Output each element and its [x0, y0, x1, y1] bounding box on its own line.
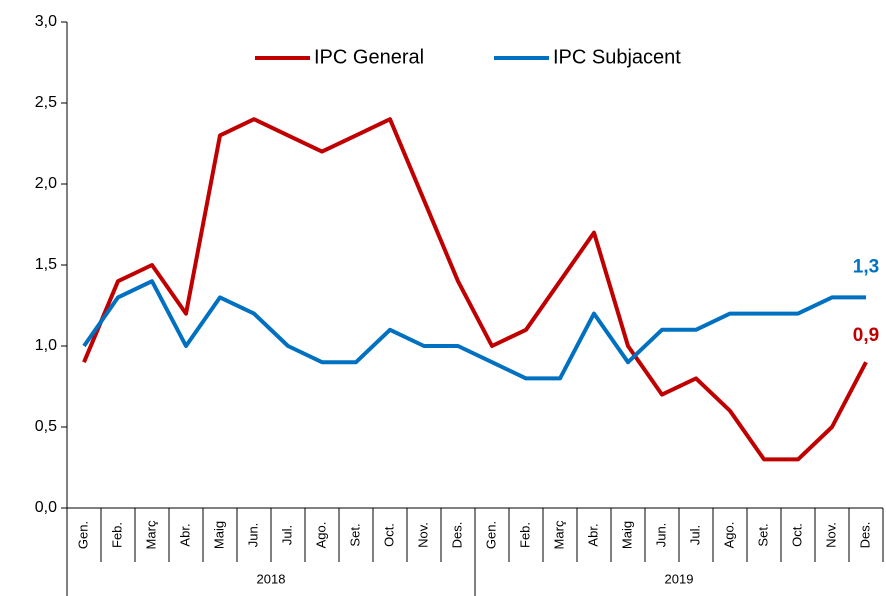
group-label: 2018	[257, 571, 286, 586]
x-tick-label: Jul.	[687, 525, 702, 545]
x-tick-label: Des.	[449, 522, 464, 549]
x-tick-label: Jun.	[245, 523, 260, 548]
y-tick-label: 3,0	[35, 13, 57, 30]
y-tick-label: 2,5	[35, 94, 57, 111]
x-tick-label: Ago.	[313, 522, 328, 549]
x-tick-label: Set.	[755, 523, 770, 546]
x-tick-label: Abr.	[585, 523, 600, 546]
x-tick-label: Gen.	[483, 521, 498, 549]
x-tick-label: Set.	[347, 523, 362, 546]
y-tick-label: 1,0	[35, 337, 57, 354]
x-tick-label: Feb.	[109, 522, 124, 548]
x-tick-label: Maig	[211, 521, 226, 549]
y-tick-label: 0,0	[35, 499, 57, 516]
x-tick-label: Nov.	[415, 522, 430, 548]
x-tick-label: Des.	[857, 522, 872, 549]
x-tick-label: Jun.	[653, 523, 668, 548]
x-tick-label: Maig	[619, 521, 634, 549]
legend-label: IPC Subjacent	[553, 46, 681, 68]
data-label: 0,9	[853, 325, 879, 346]
y-tick-label: 1,5	[35, 256, 57, 273]
x-tick-label: Març	[551, 520, 566, 549]
x-tick-label: Oct.	[789, 523, 804, 547]
x-tick-label: Ago.	[721, 522, 736, 549]
x-tick-label: Nov.	[823, 522, 838, 548]
x-tick-label: Gen.	[75, 521, 90, 549]
x-tick-label: Abr.	[177, 523, 192, 546]
data-label: 1,3	[853, 256, 879, 277]
x-tick-label: Jul.	[279, 525, 294, 545]
x-tick-label: Març	[143, 520, 158, 549]
line-series	[82, 279, 866, 381]
x-tick-label: Oct.	[381, 523, 396, 547]
line-series	[82, 117, 868, 462]
y-tick-label: 2,0	[35, 175, 57, 192]
group-label: 2019	[665, 571, 694, 586]
x-tick-label: Feb.	[517, 522, 532, 548]
legend-label: IPC General	[314, 46, 424, 68]
y-tick-label: 0,5	[35, 418, 57, 435]
